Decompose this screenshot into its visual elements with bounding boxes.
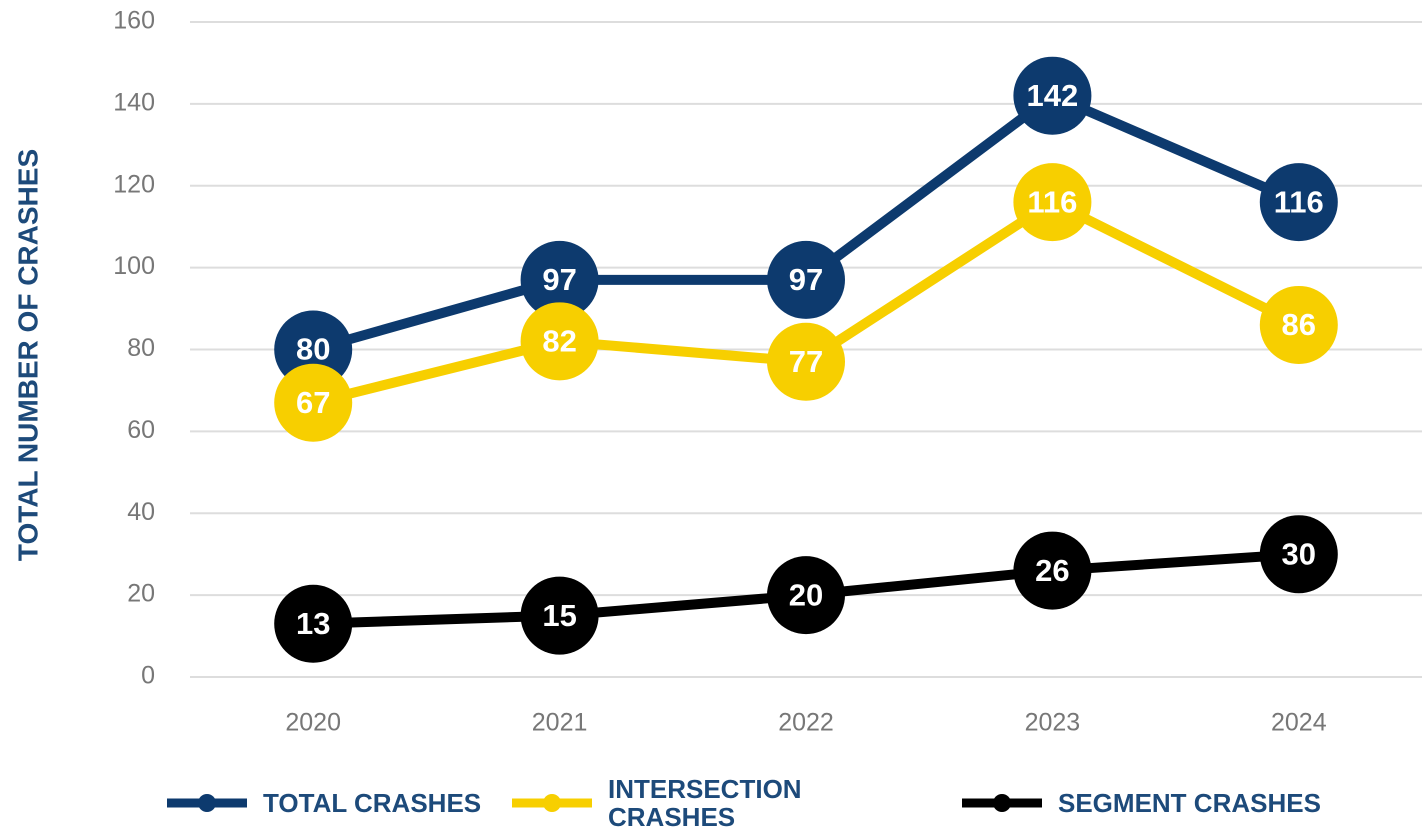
- legend-label: SEGMENT CRASHES: [1058, 788, 1321, 818]
- x-tick-label: 2022: [778, 709, 834, 737]
- legend-item: TOTAL CRASHES: [165, 772, 481, 834]
- legend-icon: [962, 794, 1042, 812]
- legend-label: INTERSECTION CRASHES: [608, 774, 802, 832]
- legend-icon: [167, 794, 247, 812]
- y-tick-label: 0: [141, 662, 155, 690]
- marker: [767, 240, 845, 319]
- data-label: 20: [789, 577, 823, 612]
- marker: [1259, 285, 1338, 364]
- data-label: 116: [1027, 184, 1077, 219]
- marker: [1013, 56, 1092, 135]
- marker: [520, 576, 599, 655]
- marker: [274, 363, 353, 442]
- data-label: 142: [1027, 78, 1079, 113]
- data-label: 13: [296, 606, 330, 641]
- marker: [1013, 163, 1092, 242]
- plot: TOTAL NUMBER OF CRASHES 0 20 40 60 80 100 120 1…: [12, 7, 1422, 737]
- x-tick-label: 2023: [1025, 709, 1081, 737]
- legend-icon: [512, 794, 592, 812]
- y-tick-label: 80: [127, 334, 155, 362]
- y-tick-label: 100: [113, 252, 155, 280]
- marker: [1259, 515, 1338, 594]
- legend-item: INTERSECTION CRASHES: [510, 772, 838, 834]
- data-label: 82: [542, 324, 576, 359]
- data-label: 97: [789, 262, 823, 297]
- legend-item: SEGMENT CRASHES: [960, 772, 1321, 834]
- legend-dot: [198, 794, 216, 812]
- marker: [520, 302, 599, 381]
- x-tick-label: 2021: [532, 709, 588, 737]
- y-tick-label: 40: [127, 498, 155, 526]
- marker: [274, 584, 353, 663]
- data-label: 26: [1035, 553, 1069, 588]
- data-label: 116: [1274, 184, 1324, 219]
- y-axis-label: TOTAL NUMBER OF CRASHES: [12, 149, 43, 561]
- marker: [520, 240, 599, 319]
- marker: [767, 556, 845, 635]
- data-label: 97: [542, 262, 576, 297]
- data-label: 30: [1282, 536, 1316, 571]
- data-label: 86: [1282, 307, 1316, 342]
- legend-label: TOTAL CRASHES: [263, 788, 482, 818]
- marker: [767, 322, 845, 401]
- marker: [1259, 163, 1338, 242]
- data-label: 15: [542, 598, 576, 633]
- legend-dot: [993, 794, 1011, 812]
- marker: [1013, 531, 1092, 610]
- data-label: 80: [296, 332, 330, 367]
- y-tick-label: 140: [113, 88, 155, 116]
- legend-dot: [543, 794, 561, 812]
- y-tick-label: 160: [113, 7, 155, 35]
- y-tick-label: 20: [127, 580, 155, 608]
- y-tick-label: 120: [113, 170, 155, 198]
- x-tick-label: 2024: [1271, 709, 1327, 737]
- data-label: 67: [296, 385, 330, 420]
- x-tick-label: 2020: [285, 709, 341, 737]
- data-label: 77: [789, 344, 823, 379]
- y-tick-label: 60: [127, 416, 155, 444]
